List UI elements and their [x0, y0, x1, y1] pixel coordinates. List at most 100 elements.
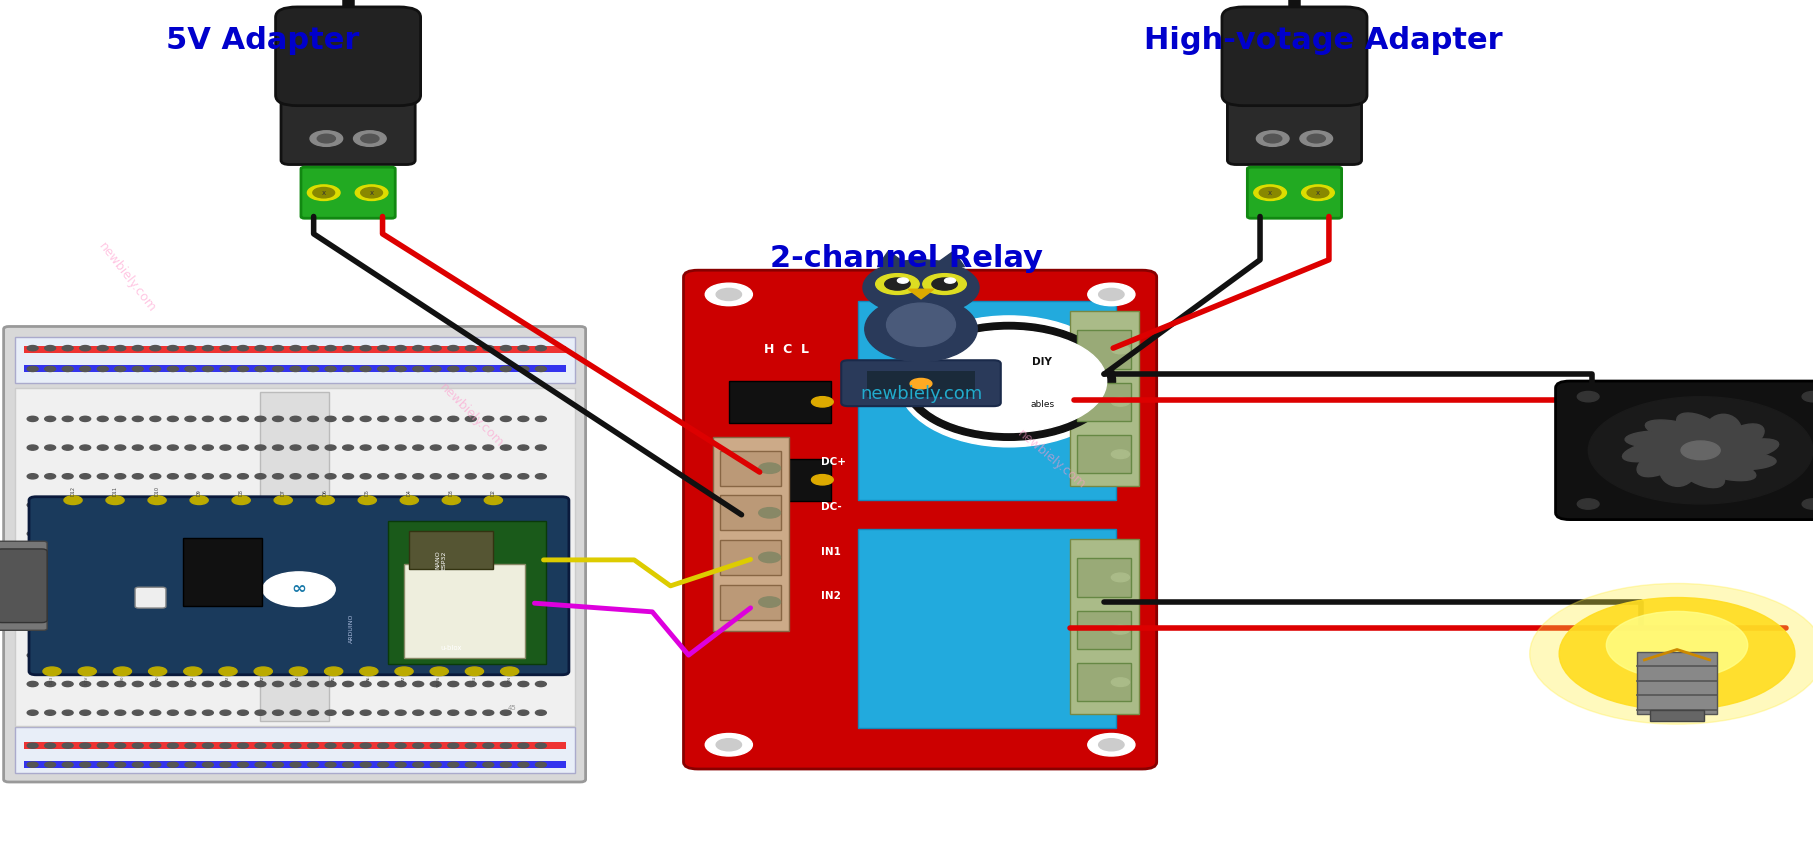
- Circle shape: [430, 366, 441, 372]
- Circle shape: [519, 366, 529, 372]
- Circle shape: [45, 445, 56, 450]
- Text: ◗◗: ◗◗: [941, 375, 954, 388]
- Circle shape: [413, 417, 424, 422]
- Circle shape: [482, 710, 493, 715]
- Circle shape: [290, 743, 301, 748]
- Circle shape: [98, 502, 109, 507]
- Circle shape: [377, 762, 388, 767]
- Bar: [720, 585, 781, 619]
- Bar: [1077, 663, 1131, 701]
- Circle shape: [203, 595, 214, 600]
- Circle shape: [308, 445, 319, 450]
- Circle shape: [325, 531, 335, 536]
- Circle shape: [361, 710, 372, 715]
- Circle shape: [62, 624, 73, 630]
- Circle shape: [1111, 450, 1129, 459]
- Circle shape: [812, 475, 834, 485]
- Circle shape: [80, 682, 91, 687]
- Ellipse shape: [1623, 439, 1688, 462]
- Text: 55: 55: [508, 571, 517, 576]
- FancyBboxPatch shape: [0, 541, 47, 630]
- Circle shape: [190, 496, 208, 505]
- Circle shape: [413, 743, 424, 748]
- Circle shape: [62, 366, 73, 372]
- Circle shape: [325, 445, 335, 450]
- Circle shape: [308, 185, 341, 201]
- Circle shape: [343, 531, 354, 536]
- Text: IN2: IN2: [821, 591, 841, 601]
- Circle shape: [167, 595, 178, 600]
- Circle shape: [519, 624, 529, 630]
- Circle shape: [343, 474, 354, 479]
- FancyBboxPatch shape: [684, 270, 1157, 769]
- Circle shape: [500, 502, 511, 507]
- Circle shape: [325, 710, 335, 715]
- Circle shape: [150, 710, 161, 715]
- Bar: [1077, 435, 1131, 474]
- Circle shape: [308, 682, 319, 687]
- Text: B1: B1: [473, 675, 477, 681]
- Circle shape: [343, 743, 354, 748]
- Circle shape: [290, 417, 301, 422]
- FancyBboxPatch shape: [1556, 381, 1813, 520]
- Circle shape: [448, 366, 459, 372]
- Circle shape: [219, 667, 238, 675]
- Circle shape: [272, 743, 283, 748]
- Circle shape: [519, 474, 529, 479]
- Circle shape: [377, 445, 388, 450]
- Circle shape: [466, 595, 477, 600]
- Circle shape: [519, 653, 529, 658]
- Circle shape: [62, 743, 73, 748]
- Ellipse shape: [912, 330, 1106, 432]
- Circle shape: [238, 653, 248, 658]
- Circle shape: [290, 667, 308, 675]
- Circle shape: [98, 653, 109, 658]
- FancyBboxPatch shape: [841, 360, 1001, 406]
- Circle shape: [114, 762, 125, 767]
- Circle shape: [448, 762, 459, 767]
- Text: x: x: [321, 190, 326, 196]
- Circle shape: [1588, 397, 1813, 504]
- Circle shape: [308, 743, 319, 748]
- Circle shape: [395, 502, 406, 507]
- Circle shape: [1255, 185, 1287, 201]
- Circle shape: [185, 653, 196, 658]
- Circle shape: [203, 710, 214, 715]
- Circle shape: [308, 653, 319, 658]
- Circle shape: [430, 445, 441, 450]
- Circle shape: [98, 710, 109, 715]
- Circle shape: [63, 496, 82, 505]
- Circle shape: [238, 682, 248, 687]
- Circle shape: [910, 378, 932, 389]
- Circle shape: [272, 445, 283, 450]
- Circle shape: [114, 474, 125, 479]
- Circle shape: [519, 762, 529, 767]
- Circle shape: [315, 496, 334, 505]
- Circle shape: [932, 278, 957, 290]
- Bar: [858, 529, 1115, 728]
- Circle shape: [62, 445, 73, 450]
- Circle shape: [27, 743, 38, 748]
- FancyBboxPatch shape: [1227, 87, 1362, 165]
- Circle shape: [395, 595, 406, 600]
- Circle shape: [45, 531, 56, 536]
- Ellipse shape: [1624, 430, 1697, 448]
- Circle shape: [705, 283, 752, 306]
- Circle shape: [27, 682, 38, 687]
- Circle shape: [45, 762, 56, 767]
- Circle shape: [219, 762, 230, 767]
- Text: A4: A4: [297, 675, 301, 681]
- Circle shape: [62, 417, 73, 422]
- Circle shape: [535, 595, 546, 600]
- Text: D6: D6: [323, 489, 328, 496]
- Ellipse shape: [1677, 456, 1724, 488]
- Circle shape: [203, 366, 214, 372]
- Circle shape: [98, 595, 109, 600]
- Circle shape: [413, 531, 424, 536]
- Circle shape: [27, 531, 38, 536]
- Circle shape: [1802, 499, 1813, 509]
- Bar: [410, 531, 493, 569]
- Circle shape: [219, 682, 230, 687]
- Circle shape: [62, 474, 73, 479]
- Circle shape: [343, 502, 354, 507]
